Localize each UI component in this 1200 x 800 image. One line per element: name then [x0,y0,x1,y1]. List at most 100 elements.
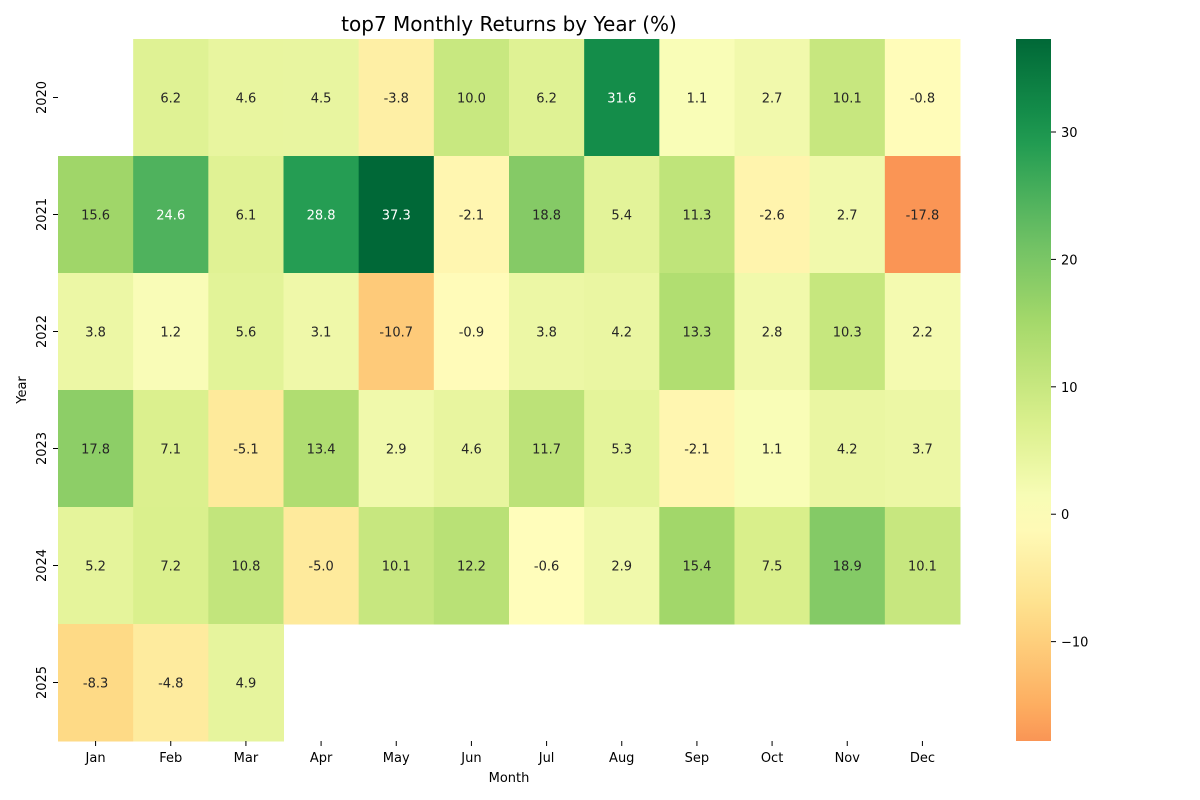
heatmap-cell-labels: 6.2 4.6 4.5 -3.8 10.0 6.2 31.6 1.1 2.7 10.1 -0.8 15… [81,92,939,692]
colorbar [1016,39,1051,741]
heatmap-cell [809,507,886,625]
cell-value-label: 2.7 [837,209,858,224]
cell-value-label: -2.6 [759,209,784,224]
x-tick-label: Feb [159,751,182,766]
cell-value-label: 1.2 [160,326,181,341]
heatmap-cell [58,273,134,391]
heatmap-cell [509,39,585,157]
cell-value-label: 15.6 [81,209,110,224]
heatmap-cell [433,156,510,274]
cell-value-label: -0.8 [910,92,935,107]
cell-value-label: 2.9 [611,560,632,575]
cell-value-label: 3.7 [912,443,933,458]
cell-value-label: 5.6 [236,326,257,341]
cell-value-label: 13.3 [682,326,711,341]
heatmap-cell [734,390,811,508]
cell-value-label: 18.9 [833,560,862,575]
y-tick-label: 2022 [35,315,50,348]
heatmap-cell [884,507,961,625]
heatmap-cell [433,39,510,157]
colorbar-tick-label: −10 [1061,636,1088,651]
cell-value-label: 5.4 [611,209,632,224]
heatmap-cell [58,624,134,742]
heatmap-cell [433,390,510,508]
heatmap-cell [659,39,735,157]
x-tick-label: May [383,751,410,766]
cell-value-label: 31.6 [607,92,636,107]
cell-value-label: -2.1 [459,209,484,224]
cell-value-label: -2.1 [684,443,709,458]
cell-value-label: 10.3 [833,326,862,341]
heatmap-cell [208,156,284,274]
cell-value-label: 7.5 [762,560,783,575]
cell-value-label: 4.2 [837,443,858,458]
x-axis-ticks: Jan Feb Mar Apr May Jun Jul Aug Sep Oct Nov Dec [85,741,935,766]
heatmap-cell [283,273,360,391]
colorbar-tick-label: 30 [1061,126,1078,141]
heatmap-cell [283,507,360,625]
cell-value-label: 3.8 [536,326,557,341]
cell-value-label: 12.2 [457,560,486,575]
cell-value-label: 4.6 [461,443,482,458]
heatmap-cell [208,624,284,742]
x-tick-label: Mar [234,751,259,766]
heatmap-cell [509,273,585,391]
cell-value-label: 13.4 [307,443,336,458]
heatmap-cell [133,273,209,391]
cell-value-label: 17.8 [81,443,110,458]
heatmap-cell [283,390,360,508]
heatmap-cell [734,273,811,391]
heatmap-cell [433,507,510,625]
colorbar-ticks: 30 20 10 0 −10 [1051,126,1088,651]
heatmap-cell [734,39,811,157]
heatmap-cell [133,390,209,508]
cell-value-label: -10.7 [379,326,413,341]
heatmap-cell [509,390,585,508]
cell-value-label: -0.6 [534,560,559,575]
x-tick-label: Dec [910,751,935,766]
cell-value-label: -5.1 [233,443,258,458]
cell-value-label: 37.3 [382,209,411,224]
y-tick-label: 2020 [35,81,50,114]
heatmap-cell [208,273,284,391]
cell-value-label: 10.1 [908,560,937,575]
cell-value-label: 5.2 [85,560,106,575]
heatmap-cell [283,39,360,157]
heatmap-cell [734,156,811,274]
cell-value-label: -8.3 [83,677,108,692]
cell-value-label: 18.8 [532,209,561,224]
cell-value-label: -17.8 [906,209,940,224]
heatmap-cell [584,39,660,157]
heatmap-cell [884,390,961,508]
x-tick-label: Nov [835,751,861,766]
y-tick-label: 2025 [35,666,50,699]
heatmap-cell [133,507,209,625]
heatmap-cell [58,390,134,508]
cell-value-label: 6.2 [536,92,557,107]
cell-value-label: 1.1 [687,92,708,107]
cell-value-label: 6.1 [236,209,257,224]
cell-value-label: 10.0 [457,92,486,107]
x-tick-label: Sep [685,751,710,766]
heatmap-cell [584,390,660,508]
y-tick-label: 2023 [35,432,50,465]
y-axis-label: Year [15,376,30,405]
heatmap-cell [509,156,585,274]
cell-value-label: 15.4 [682,560,711,575]
heatmap-cell [58,507,134,625]
colorbar-tick-label: 20 [1061,253,1078,268]
cell-value-label: -3.8 [384,92,409,107]
heatmap-cell [884,273,961,391]
cell-value-label: 28.8 [307,209,336,224]
heatmap-cell [659,156,735,274]
heatmap-cell [358,273,435,391]
cell-value-label: 11.7 [532,443,561,458]
cell-value-label: 10.8 [231,560,260,575]
heatmap-cell [433,273,510,391]
x-tick-label: Jan [85,751,106,766]
cell-value-label: 10.1 [382,560,411,575]
heatmap-cell [358,507,435,625]
heatmap-cell [734,507,811,625]
heatmap-cell [809,273,886,391]
cell-value-label: -5.0 [308,560,333,575]
